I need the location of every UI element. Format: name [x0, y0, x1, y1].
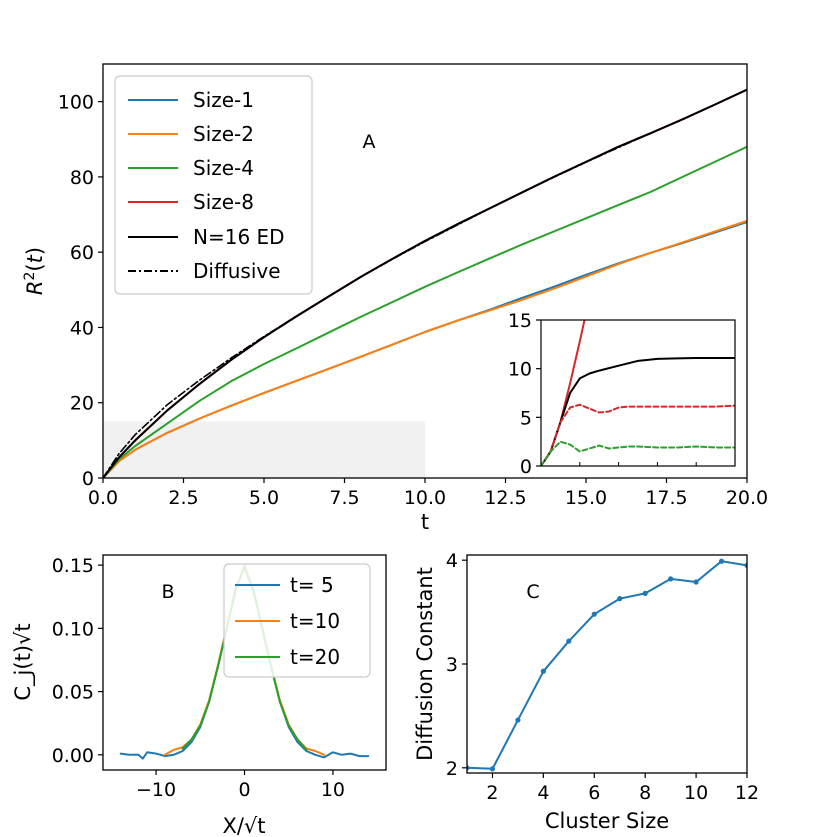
- y-tick-label: 3: [446, 654, 458, 676]
- x-tick-label: 20.0: [726, 487, 768, 509]
- panel-c-series: [467, 558, 747, 772]
- series-line-diffusive: [103, 88, 747, 478]
- highlight-region: [103, 421, 425, 478]
- panel-c-xlabel: Cluster Size: [545, 809, 669, 833]
- panel-c-y-ticks: 2 3 4: [446, 550, 467, 780]
- panel-b-label: B: [161, 581, 174, 603]
- panel-a-inset: 0 5 10 15: [508, 310, 736, 478]
- panel-b-y-ticks: 0.00 0.05 0.10 0.15: [52, 555, 103, 767]
- y-tick-label: 15: [508, 310, 532, 332]
- y-tick-label: 20: [70, 393, 94, 415]
- x-tick-label: 15.0: [565, 487, 607, 509]
- data-point: [642, 590, 648, 597]
- series-line-size-2: [541, 440, 735, 466]
- legend-box: [114, 75, 313, 295]
- y-tick-label: 80: [70, 167, 94, 189]
- y-tick-label: 4: [446, 550, 458, 572]
- data-point: [540, 668, 546, 674]
- panel-c-label: C: [526, 581, 539, 603]
- panel-a-label: A: [363, 131, 376, 153]
- legend-box: [223, 563, 371, 678]
- x-tick-label: 6: [588, 782, 600, 804]
- legend-label-t20: t=20: [290, 645, 340, 669]
- x-tick-label: 4: [537, 782, 549, 804]
- panel-a-legend: Size-1 Size-2 Size-4 Size-8 N=16 ED Diff…: [114, 75, 313, 295]
- panel-c-ylabel: Diffusion Constant: [413, 567, 437, 761]
- y-tick-label: 0: [520, 456, 532, 478]
- x-tick-label: 5.0: [249, 487, 279, 509]
- panel-c-x-ticks: 2 4 6 8 10 12: [486, 773, 759, 804]
- series-line-size-4: [103, 145, 747, 478]
- panel-b: −10 0 10 0.000.050.100.15 B X/√t C_j(t)√t …: [11, 554, 387, 837]
- data-point: [566, 638, 572, 644]
- data-point: [489, 766, 496, 772]
- y-tick-label: 0.00: [52, 745, 94, 767]
- panel-b-ylabel: C_j(t)√t: [11, 623, 36, 700]
- legend-label-t5: t= 5: [290, 573, 334, 597]
- y-tick-label: 10: [508, 359, 532, 381]
- data-point: [693, 579, 699, 585]
- legend-label-size-8: Size-8: [193, 190, 254, 214]
- y-tick-label: 0.05: [52, 682, 94, 704]
- x-tick-label: 10.0: [404, 487, 446, 509]
- x-tick-label: 7.5: [329, 487, 359, 509]
- inset-frame: [540, 319, 736, 467]
- series-line-n-16-ed: [541, 357, 735, 466]
- x-tick-label: 0: [238, 779, 250, 801]
- series-line-diffusion-constant: [467, 560, 747, 770]
- inset-y-ticks: 0 5 10 15: [508, 310, 541, 478]
- x-tick-label: 8: [639, 782, 651, 804]
- inset-series: [541, 320, 735, 466]
- x-tick-label: −10: [136, 779, 176, 801]
- y-tick-label: 100: [58, 92, 94, 114]
- legend-label-size-2: Size-2: [193, 122, 254, 146]
- inset-x-ticks: [540, 462, 736, 466]
- legend-label-ed: N=16 ED: [193, 225, 285, 249]
- y-tick-label: 40: [70, 317, 94, 339]
- data-point: [617, 596, 623, 602]
- legend-label-size-4: Size-4: [193, 156, 254, 180]
- data-point: [718, 558, 725, 564]
- legend-label-size-1: Size-1: [193, 88, 254, 112]
- y-tick-label: 5: [520, 407, 532, 429]
- x-tick-label: 17.5: [645, 487, 687, 509]
- data-point: [591, 611, 597, 617]
- x-tick-label: 0.0: [88, 487, 118, 509]
- legend-label-t10: t=10: [290, 609, 340, 633]
- data-point: [515, 717, 521, 723]
- x-tick-label: 2: [486, 782, 498, 804]
- panel-a-x-ticks: 0.0 2.5 5.0 7.5 10.0 12.5 15.0 17.5 20.0: [88, 478, 768, 509]
- panel-b-x-ticks: −10 0 10: [136, 770, 345, 801]
- panel-c: 2 4 6 8 10 12 2 3 4 C Cluster Size Diffusion Co…: [413, 550, 759, 833]
- series-line-size-2: [103, 219, 747, 478]
- x-tick-label: 12: [735, 782, 759, 804]
- inset-background: [541, 320, 735, 466]
- x-tick-label: 2.5: [168, 487, 198, 509]
- panel-a-series: [103, 88, 747, 478]
- x-tick-label: 10: [321, 779, 345, 801]
- panel-a-ylabel: R2(t): [22, 247, 47, 295]
- y-tick-label: 0.10: [52, 618, 94, 640]
- panel-c-frame: [466, 554, 748, 774]
- legend-label-diffusive: Diffusive: [193, 259, 281, 283]
- y-tick-label: 2: [446, 758, 458, 780]
- data-point: [668, 576, 674, 582]
- panel-b-xlabel: X/√t: [222, 814, 265, 837]
- series-line-size-4: [541, 403, 735, 466]
- panel-a-xlabel: t: [421, 510, 429, 534]
- x-tick-label: 10: [684, 782, 708, 804]
- x-tick-label: 12.5: [484, 487, 526, 509]
- panel-a-y-ticks: 0 20 40 60 80 100: [58, 92, 103, 490]
- y-tick-label: 60: [70, 242, 94, 264]
- panel-b-legend: t= 5 t=10 t=20: [223, 563, 371, 678]
- y-tick-label: 0.15: [52, 555, 94, 577]
- panel-a: 0.0 2.5 5.0 7.5 10.0 12.5 15.0 17.5 20.0 0 20 40 60…: [22, 63, 768, 534]
- y-tick-label: 0: [82, 468, 94, 490]
